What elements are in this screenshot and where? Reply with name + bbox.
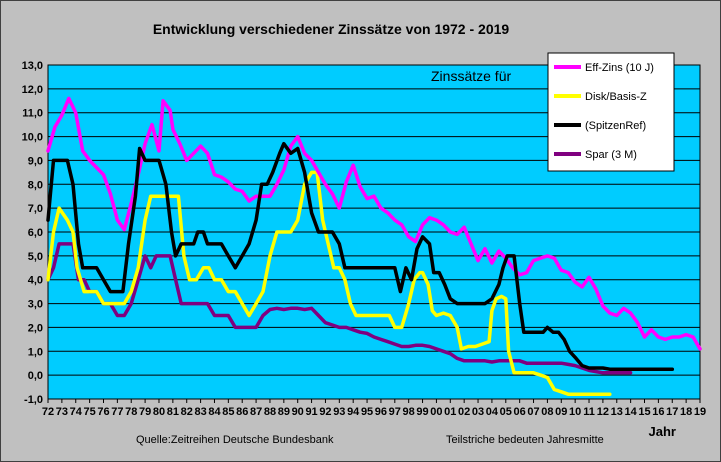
y-tick-label: 4,0 xyxy=(28,275,43,287)
x-tick-label: 04 xyxy=(486,406,499,418)
y-tick-label: 9,0 xyxy=(28,155,43,167)
y-tick-label: 11,0 xyxy=(22,108,43,120)
x-tick-label: 99 xyxy=(416,406,428,418)
x-tick-label: 74 xyxy=(70,406,83,418)
y-tick-label: 1,0 xyxy=(28,346,43,358)
series-line-2 xyxy=(46,170,612,396)
x-tick-label: 86 xyxy=(236,406,248,418)
x-axis-label: Jahr xyxy=(649,424,676,439)
x-tick-label: 02 xyxy=(458,406,470,418)
x-tick-label: 89 xyxy=(278,406,290,418)
x-tick-label: 14 xyxy=(625,406,638,418)
x-tick-label: 01 xyxy=(444,406,456,418)
x-tick-label: 77 xyxy=(111,406,123,418)
y-tick-label: 2,0 xyxy=(28,322,43,334)
chart-subtitle: Zinssätze für xyxy=(431,68,511,84)
chart-title: Entwicklung verschiedener Zinssätze von … xyxy=(153,21,510,37)
y-tick-label: 12,0 xyxy=(22,84,43,96)
x-tick-label: 72 xyxy=(42,406,54,418)
x-tick-label: 76 xyxy=(97,406,109,418)
y-tick-label: -1,0 xyxy=(24,394,43,406)
x-tick-label: 84 xyxy=(208,406,221,418)
x-tick-label: 82 xyxy=(181,406,193,418)
x-tick-label: 73 xyxy=(56,406,68,418)
x-tick-label: 00 xyxy=(430,406,442,418)
x-tick-label: 08 xyxy=(541,406,553,418)
x-tick-label: 03 xyxy=(472,406,484,418)
y-tick-label: 3,0 xyxy=(28,299,43,311)
legend-label: Eff-Zins (10 J) xyxy=(585,62,654,74)
legend-label: Disk/Basis-Z xyxy=(585,91,647,103)
x-tick-label: 97 xyxy=(389,406,401,418)
x-tick-label: 15 xyxy=(638,406,650,418)
x-tick-label: 90 xyxy=(292,406,304,418)
x-tick-label: 80 xyxy=(153,406,165,418)
x-tick-label: 96 xyxy=(375,406,387,418)
x-tick-label: 87 xyxy=(250,406,262,418)
y-tick-label: 5,0 xyxy=(28,251,43,263)
source-note: Quelle:Zeitreihen Deutsche Bundesbank xyxy=(136,434,334,446)
x-tick-label: 16 xyxy=(652,406,664,418)
x-tick-label: 85 xyxy=(222,406,234,418)
y-tick-label: 6,0 xyxy=(28,227,43,239)
x-tick-label: 95 xyxy=(361,406,373,418)
x-tick-label: 78 xyxy=(125,406,137,418)
x-tick-label: 94 xyxy=(347,406,360,418)
x-tick-label: 05 xyxy=(500,406,512,418)
x-tick-label: 13 xyxy=(611,406,623,418)
series-line-3 xyxy=(46,141,675,371)
tick-note: Teilstriche bedeuten Jahresmitte xyxy=(446,434,604,446)
x-tick-label: 98 xyxy=(403,406,415,418)
x-tick-label: 75 xyxy=(83,406,95,418)
x-tick-label: 07 xyxy=(527,406,539,418)
x-tick-label: 81 xyxy=(167,406,179,418)
y-tick-label: 13,0 xyxy=(22,60,43,72)
x-tick-label: 19 xyxy=(694,406,706,418)
x-tick-label: 12 xyxy=(597,406,609,418)
x-tick-label: 92 xyxy=(319,406,331,418)
x-tick-label: 83 xyxy=(194,406,206,418)
x-tick-label: 09 xyxy=(555,406,567,418)
x-tick-label: 06 xyxy=(514,406,526,418)
y-tick-label: 8,0 xyxy=(28,179,43,191)
x-tick-label: 17 xyxy=(666,406,678,418)
x-tick-label: 88 xyxy=(264,406,276,418)
x-tick-label: 10 xyxy=(569,406,581,418)
x-tick-label: 11 xyxy=(583,406,595,418)
legend-label: (SpitzenRef) xyxy=(585,120,646,132)
y-tick-label: 7,0 xyxy=(28,203,43,215)
y-tick-label: 10,0 xyxy=(22,132,43,144)
series-line-4 xyxy=(46,242,633,375)
legend: Eff-Zins (10 J) Disk/Basis-Z (SpitzenRef) S… xyxy=(547,52,675,172)
legend-label: Spar (3 M) xyxy=(585,149,637,161)
x-tick-label: 91 xyxy=(305,406,317,418)
x-tick-label: 18 xyxy=(680,406,692,418)
legend-box xyxy=(547,52,675,172)
x-tick-label: 93 xyxy=(333,406,345,418)
series-line-1 xyxy=(46,96,702,351)
y-tick-label: 0,0 xyxy=(28,370,43,382)
x-tick-label: 79 xyxy=(139,406,151,418)
